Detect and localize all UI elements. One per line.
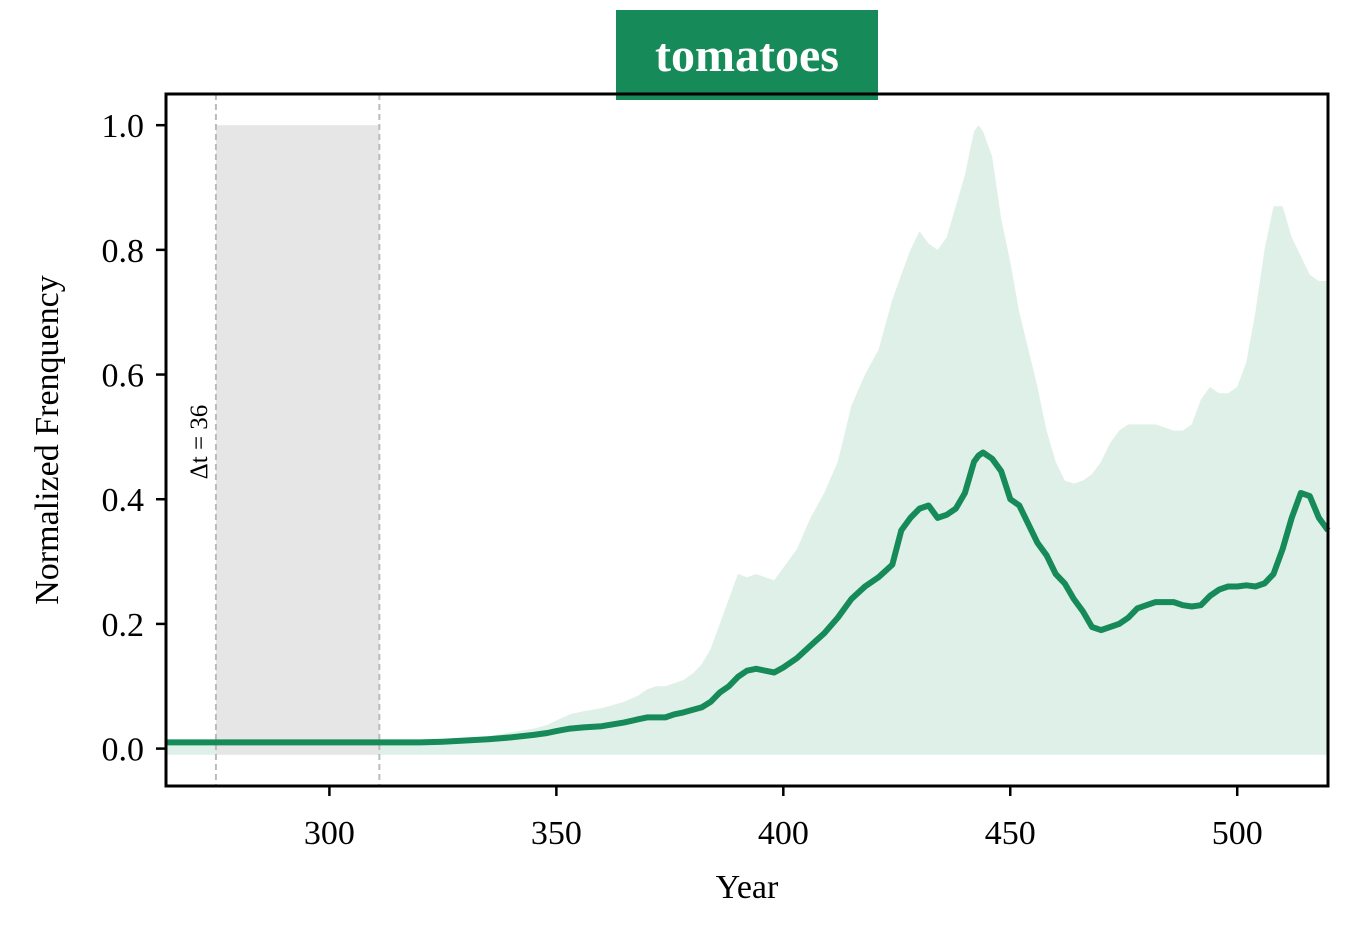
- y-tick-label: 0.4: [102, 482, 145, 519]
- y-tick-label: 0.8: [102, 233, 145, 270]
- x-tick-label: 500: [1212, 815, 1263, 852]
- x-tick-label: 350: [531, 815, 582, 852]
- y-axis-label: Normalized Frenquency: [29, 275, 66, 605]
- series-line: [166, 449, 1331, 746]
- chart-title: tomatoes: [655, 28, 839, 82]
- x-tick-label: 400: [758, 815, 809, 852]
- highlight-window-rect: [215, 125, 380, 755]
- y-tick-label: 1.0: [102, 108, 145, 145]
- window-label: Δt = 36: [186, 405, 213, 480]
- x-axis-label: Year: [716, 869, 779, 906]
- y-tick-label: 0.2: [102, 607, 145, 644]
- x-tick-label: 450: [985, 815, 1036, 852]
- x-tick-label: 300: [304, 815, 355, 852]
- plot-frame: [164, 92, 1330, 788]
- y-tick-label: 0.6: [102, 358, 145, 395]
- chart-title-box: tomatoes: [616, 10, 878, 100]
- y-tick-label: 0.0: [102, 732, 145, 769]
- series-band-area: [166, 125, 1328, 755]
